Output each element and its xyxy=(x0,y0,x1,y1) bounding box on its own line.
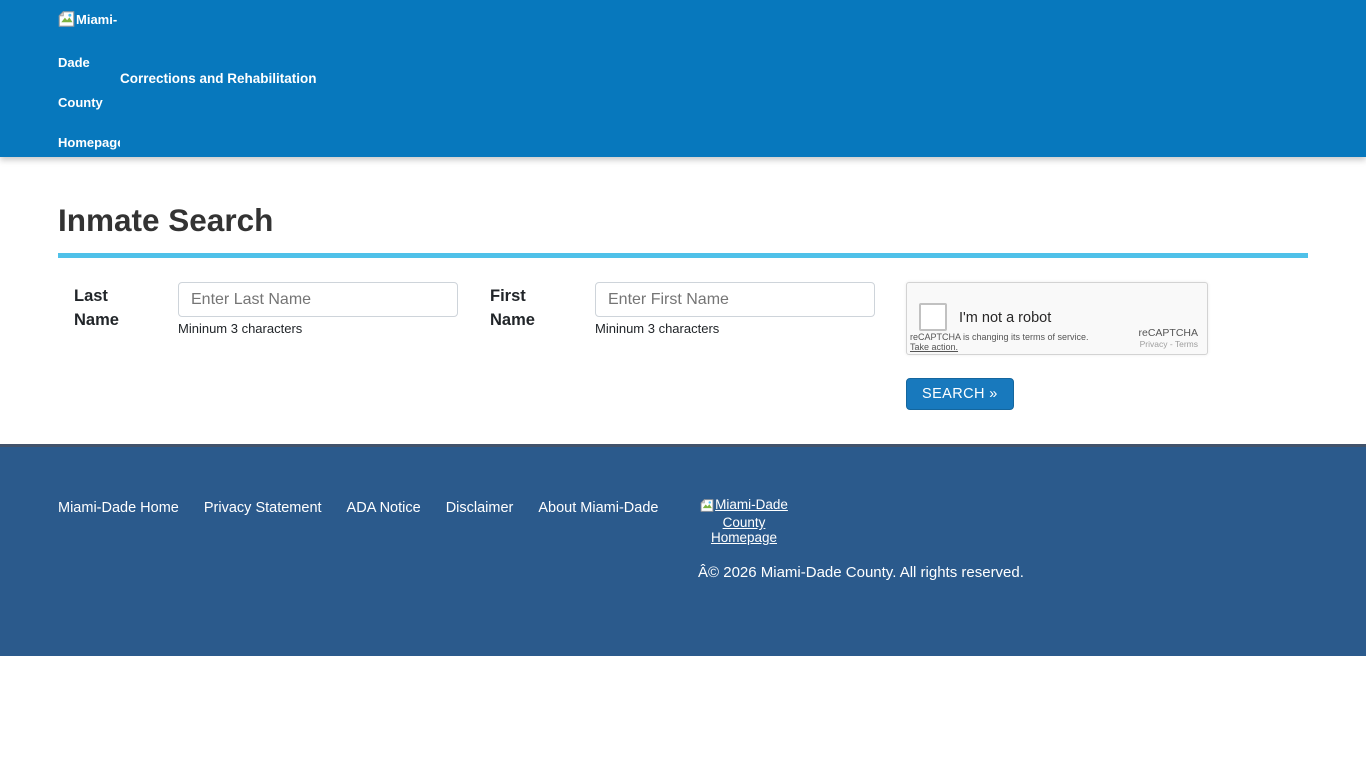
footer-home-link[interactable]: Miami-Dade County Homepage xyxy=(698,497,790,545)
footer-links: Miami-Dade Home Privacy Statement ADA No… xyxy=(58,500,658,516)
last-name-helper-text: Mininum 3 characters xyxy=(178,321,303,336)
footer-link-disclaimer[interactable]: Disclaimer xyxy=(445,500,514,516)
broken-image-icon xyxy=(58,3,75,43)
title-underline-bar xyxy=(58,253,1308,258)
first-name-helper-text: Mininum 3 characters xyxy=(595,321,720,336)
footer-right-column: Miami-Dade County Homepage Â© 2026 Miami… xyxy=(698,497,1028,581)
page-title: Inmate Search xyxy=(58,202,274,238)
last-name-input[interactable] xyxy=(178,282,458,317)
main-content: Inmate Search Last Name Mininum 3 charac… xyxy=(0,157,1366,417)
recaptcha-brand-links: Privacy - Terms xyxy=(1138,339,1198,349)
footer-logo-alt-text: Miami-Dade County Homepage xyxy=(710,497,788,545)
first-name-label: First Name xyxy=(490,287,535,329)
footer-copyright: Â© 2026 Miami-Dade County. All rights re… xyxy=(698,564,1024,581)
recaptcha-terms-link[interactable]: Terms xyxy=(1174,339,1198,349)
recaptcha-notice-text: reCAPTCHA is changing its terms of servi… xyxy=(910,332,1089,342)
recaptcha-label: I'm not a robot xyxy=(959,310,1052,326)
footer-link-ada-notice[interactable]: ADA Notice xyxy=(346,500,421,516)
footer-link-about-miami-dade[interactable]: About Miami-Dade xyxy=(538,500,659,516)
header: Miami-Dade County Homepage Corrections a… xyxy=(0,0,1366,157)
footer: Miami-Dade Home Privacy Statement ADA No… xyxy=(0,444,1366,656)
search-button[interactable]: SEARCH » xyxy=(906,378,1014,410)
header-logo-alt-text: Miami-Dade County Homepage xyxy=(58,12,120,150)
footer-link-miami-dade-home[interactable]: Miami-Dade Home xyxy=(58,500,179,516)
recaptcha-widget: I'm not a robot reCAPTCHA is changing it… xyxy=(906,282,1208,355)
last-name-label: Last Name xyxy=(74,287,119,329)
recaptcha-brand-name: reCAPTCHA xyxy=(1138,327,1198,339)
inmate-search-form: Last Name Mininum 3 characters First Nam… xyxy=(58,258,1308,417)
recaptcha-take-action-link[interactable]: Take action. xyxy=(910,342,959,352)
recaptcha-checkbox[interactable] xyxy=(919,303,947,331)
recaptcha-privacy-link[interactable]: Privacy xyxy=(1139,339,1168,349)
header-home-link[interactable]: Miami-Dade County Homepage xyxy=(58,0,120,157)
first-name-input[interactable] xyxy=(595,282,875,317)
broken-image-icon xyxy=(700,498,714,515)
recaptcha-links-separator: - xyxy=(1167,339,1175,349)
footer-link-privacy-statement[interactable]: Privacy Statement xyxy=(203,500,322,516)
recaptcha-terms-notice: reCAPTCHA is changing its terms of servi… xyxy=(910,332,1089,352)
recaptcha-brand: reCAPTCHA Privacy - Terms xyxy=(1138,327,1198,349)
corrections-rehabilitation-link[interactable]: Corrections and Rehabilitation xyxy=(120,71,317,86)
